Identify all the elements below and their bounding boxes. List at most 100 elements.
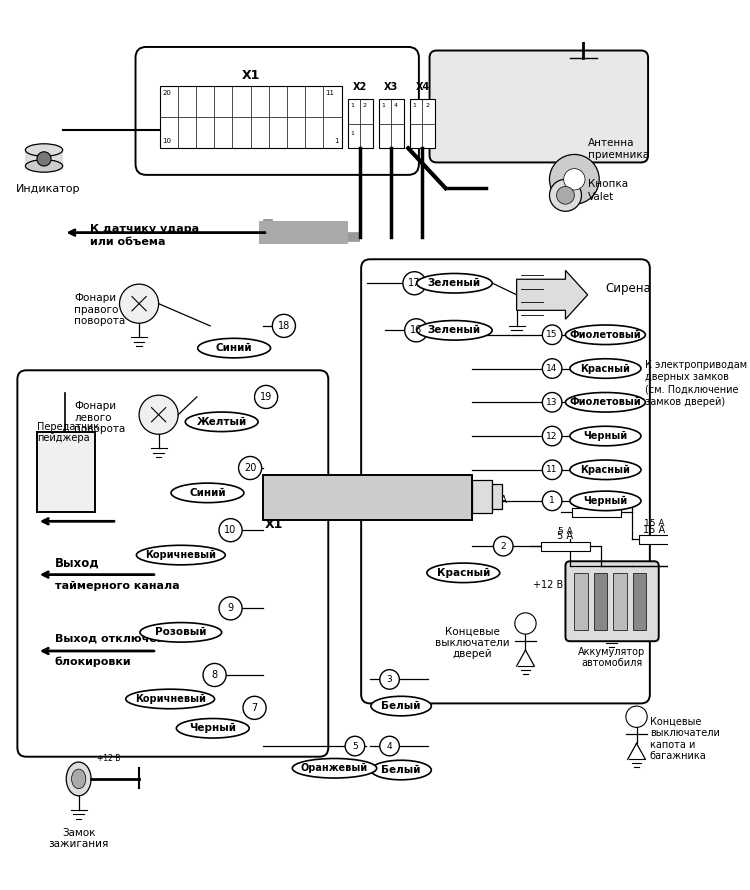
Ellipse shape: [570, 491, 641, 511]
Ellipse shape: [292, 758, 376, 778]
Text: Красный: Красный: [580, 465, 631, 475]
Text: Зеленый: Зеленый: [427, 326, 481, 336]
Bar: [472, 480, 492, 514]
Ellipse shape: [26, 144, 63, 157]
Circle shape: [550, 179, 581, 211]
Text: 11: 11: [547, 465, 558, 474]
Text: автомобиля: автомобиля: [581, 658, 642, 668]
Text: 17: 17: [408, 279, 421, 288]
Text: Белый: Белый: [381, 701, 421, 711]
Circle shape: [37, 152, 51, 166]
Text: 2: 2: [500, 542, 506, 551]
Text: Антенна: Антенна: [588, 138, 634, 148]
Circle shape: [542, 325, 562, 344]
Text: X4: X4: [416, 83, 430, 93]
Text: Синий: Синий: [216, 343, 253, 353]
Circle shape: [564, 168, 585, 190]
Ellipse shape: [566, 325, 646, 344]
Circle shape: [542, 359, 562, 378]
Circle shape: [345, 736, 364, 756]
Ellipse shape: [417, 273, 492, 293]
Text: 2: 2: [363, 103, 367, 108]
Text: Фонари: Фонари: [74, 293, 116, 303]
Ellipse shape: [176, 718, 249, 738]
Text: 19: 19: [260, 392, 272, 402]
Bar: [348, 100, 373, 149]
Ellipse shape: [26, 160, 63, 172]
Text: выключатели: выключатели: [435, 637, 509, 648]
Text: Черный: Черный: [584, 496, 628, 506]
Text: Концевые: Концевые: [650, 716, 701, 727]
Circle shape: [238, 457, 262, 480]
Circle shape: [550, 155, 599, 204]
Text: приемника: приемника: [588, 150, 649, 160]
Text: Фонари: Фонари: [74, 401, 116, 411]
Text: 16: 16: [410, 326, 422, 336]
Text: замков дверей): замков дверей): [646, 397, 725, 407]
Text: 1: 1: [350, 103, 354, 108]
Text: Выход: Выход: [55, 556, 99, 570]
Text: 13: 13: [547, 398, 558, 407]
Circle shape: [219, 597, 242, 620]
Text: 10: 10: [224, 525, 237, 535]
Bar: [572, 508, 622, 517]
Circle shape: [542, 426, 562, 446]
Ellipse shape: [140, 623, 222, 642]
Text: Передатчик: Передатчик: [37, 423, 99, 433]
Bar: [541, 542, 590, 551]
Circle shape: [380, 669, 399, 689]
Text: +12 В: +12 В: [47, 505, 85, 514]
Circle shape: [405, 319, 427, 342]
Text: левого: левого: [74, 413, 112, 423]
Text: 5 А: 5 А: [590, 493, 604, 502]
Text: Оранжевый: Оранжевый: [301, 764, 368, 773]
Text: 18: 18: [278, 321, 290, 331]
Text: Желтый: Желтый: [196, 417, 247, 427]
Circle shape: [254, 385, 278, 409]
Text: 1: 1: [382, 103, 386, 108]
Text: 5: 5: [352, 741, 358, 750]
Text: 15 А: 15 А: [644, 520, 664, 529]
Circle shape: [494, 537, 513, 556]
Text: 15: 15: [547, 330, 558, 339]
Text: Красный: Красный: [436, 568, 490, 578]
Bar: [594, 573, 608, 630]
Text: 5 А: 5 А: [557, 530, 574, 541]
Ellipse shape: [71, 769, 86, 789]
Circle shape: [243, 696, 266, 719]
Text: Розовый: Розовый: [155, 627, 206, 637]
Text: пейджера: пейджера: [37, 433, 89, 443]
Text: Фиолетовый: Фиолетовый: [569, 330, 641, 340]
Text: Аккумулятор: Аккумулятор: [578, 647, 645, 658]
Text: 7: 7: [251, 703, 258, 713]
Ellipse shape: [371, 696, 431, 716]
Text: 1: 1: [334, 138, 339, 144]
Text: или объема: или объема: [90, 237, 166, 247]
Text: Черный: Черный: [189, 724, 236, 733]
Text: Белый: Белый: [381, 765, 421, 775]
Text: багажника: багажника: [650, 751, 706, 761]
Text: 10: 10: [162, 138, 171, 144]
Circle shape: [626, 706, 647, 727]
Text: 4: 4: [387, 741, 392, 750]
Text: 1: 1: [549, 497, 555, 506]
Text: Коричневый: Коричневый: [135, 694, 206, 704]
Text: 1: 1: [350, 131, 354, 135]
Ellipse shape: [570, 460, 641, 480]
Text: Концевые: Концевые: [445, 627, 500, 636]
Ellipse shape: [126, 689, 214, 708]
Bar: [379, 100, 404, 149]
Ellipse shape: [427, 563, 500, 583]
Text: дверей: дверей: [452, 649, 492, 659]
Circle shape: [556, 186, 574, 204]
Bar: [410, 100, 435, 149]
Text: Сирена: Сирена: [605, 282, 651, 295]
Ellipse shape: [570, 359, 641, 378]
Text: 5 А: 5 А: [558, 527, 573, 536]
Text: 8: 8: [211, 670, 217, 680]
Text: поворота: поворота: [74, 425, 125, 434]
Text: 12: 12: [547, 432, 558, 441]
FancyBboxPatch shape: [362, 259, 650, 703]
Text: 4: 4: [394, 103, 398, 108]
Bar: [259, 221, 348, 244]
